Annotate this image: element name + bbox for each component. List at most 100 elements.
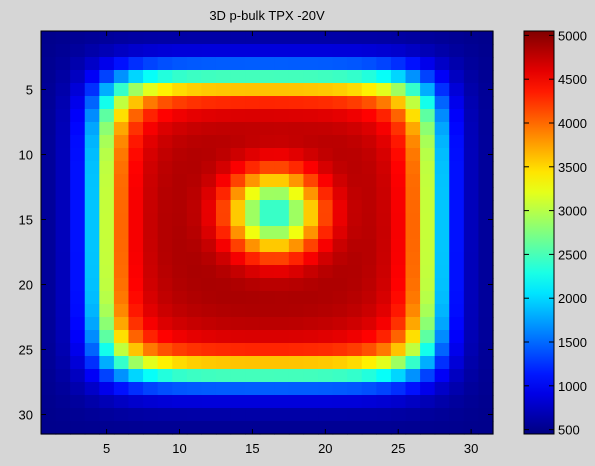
heatmap-cell <box>449 291 465 305</box>
heatmap-cell <box>128 421 144 435</box>
heatmap-cell <box>84 317 100 331</box>
heatmap-cell <box>201 239 217 253</box>
heatmap-cell <box>215 278 232 292</box>
heatmap-cell <box>143 83 159 97</box>
heatmap-cell <box>274 83 290 97</box>
heatmap-cell <box>230 109 246 123</box>
heatmap-cell <box>405 278 421 292</box>
heatmap-cell <box>303 265 319 279</box>
heatmap-cell <box>332 239 348 253</box>
colorbar-tick-label: 2000 <box>558 291 587 306</box>
heatmap-cell <box>259 148 275 162</box>
heatmap-cell <box>186 213 202 227</box>
heatmap-cell <box>245 109 261 123</box>
heatmap-cell <box>113 174 130 188</box>
heatmap-cell <box>390 317 407 331</box>
heatmap-cell <box>376 187 392 201</box>
heatmap-cell <box>405 421 421 435</box>
heatmap-cell <box>128 122 144 136</box>
heatmap-cell <box>434 122 450 136</box>
heatmap-cell <box>99 356 115 370</box>
heatmap-cell <box>376 148 392 162</box>
heatmap-cell <box>84 83 100 97</box>
heatmap-cell <box>478 343 494 357</box>
heatmap-cell <box>420 174 436 188</box>
heatmap-cell <box>376 317 392 331</box>
heatmap-cell <box>128 109 144 123</box>
heatmap-cell <box>463 369 480 383</box>
heatmap-cell <box>245 278 261 292</box>
heatmap-cell <box>463 174 480 188</box>
heatmap-cell <box>376 200 392 214</box>
heatmap-cell <box>274 239 290 253</box>
heatmap-cell <box>186 148 202 162</box>
heatmap-cell <box>70 57 86 71</box>
heatmap-cell <box>274 187 290 201</box>
heatmap-cell <box>274 31 290 45</box>
heatmap-cell <box>245 330 261 344</box>
heatmap-cell <box>405 317 421 331</box>
heatmap-cell <box>318 200 334 214</box>
heatmap-cell <box>288 226 305 240</box>
heatmap-cell <box>376 369 392 383</box>
heatmap-cell <box>259 330 275 344</box>
heatmap-cell <box>390 70 407 84</box>
heatmap-cell <box>434 109 450 123</box>
heatmap-cell <box>143 408 159 422</box>
heatmap-cell <box>390 44 407 58</box>
heatmap-cell <box>99 395 115 409</box>
heatmap-cell <box>449 226 465 240</box>
heatmap-cell <box>478 174 494 188</box>
heatmap-cell <box>143 343 159 357</box>
heatmap-cell <box>55 291 71 305</box>
heatmap-cell <box>347 96 363 110</box>
heatmap-cell <box>41 291 57 305</box>
heatmap-cell <box>84 395 100 409</box>
heatmap-cell <box>215 421 232 435</box>
heatmap-cell <box>405 122 421 136</box>
heatmap-cell <box>449 408 465 422</box>
colorbar-tick-label: 500 <box>558 423 580 438</box>
heatmap-cell <box>128 57 144 71</box>
heatmap-cell <box>405 252 421 266</box>
heatmap-cell <box>274 148 290 162</box>
heatmap-cell <box>420 109 436 123</box>
heatmap-cell <box>113 213 130 227</box>
heatmap-cell <box>186 382 202 396</box>
heatmap-cell <box>332 382 348 396</box>
heatmap-cell <box>113 304 130 318</box>
heatmap-cell <box>361 291 377 305</box>
heatmap-cell <box>143 330 159 344</box>
heatmap-cell <box>303 31 319 45</box>
heatmap-cell <box>463 408 480 422</box>
heatmap-cell <box>84 109 100 123</box>
heatmap-cell <box>390 408 407 422</box>
y-axis: 5 10 15 20 25 30 <box>19 83 493 423</box>
heatmap-cell <box>361 356 377 370</box>
heatmap-cell <box>463 356 480 370</box>
heatmap-cell <box>347 44 363 58</box>
heatmap-cell <box>201 226 217 240</box>
heatmap-cell <box>99 239 115 253</box>
heatmap-cell <box>41 44 57 58</box>
heatmap-cell <box>405 291 421 305</box>
heatmap-cell <box>259 109 275 123</box>
heatmap-cell <box>332 83 348 97</box>
heatmap-cell <box>186 239 202 253</box>
heatmap-cell <box>230 83 246 97</box>
heatmap-cell <box>288 369 305 383</box>
heatmap-cell <box>172 148 188 162</box>
x-tick-label: 10 <box>172 441 186 456</box>
heatmap-cell <box>288 343 305 357</box>
heatmap-cell <box>259 317 275 331</box>
heatmap-cell <box>99 304 115 318</box>
heatmap-cell <box>201 135 217 149</box>
heatmap-cell <box>259 291 275 305</box>
heatmap-cell <box>70 317 86 331</box>
heatmap-cell <box>478 31 494 45</box>
heatmap-cell <box>449 148 465 162</box>
heatmap-cell <box>84 31 100 45</box>
heatmap-cell <box>215 408 232 422</box>
heatmap-cell <box>215 200 232 214</box>
heatmap-cell <box>41 226 57 240</box>
